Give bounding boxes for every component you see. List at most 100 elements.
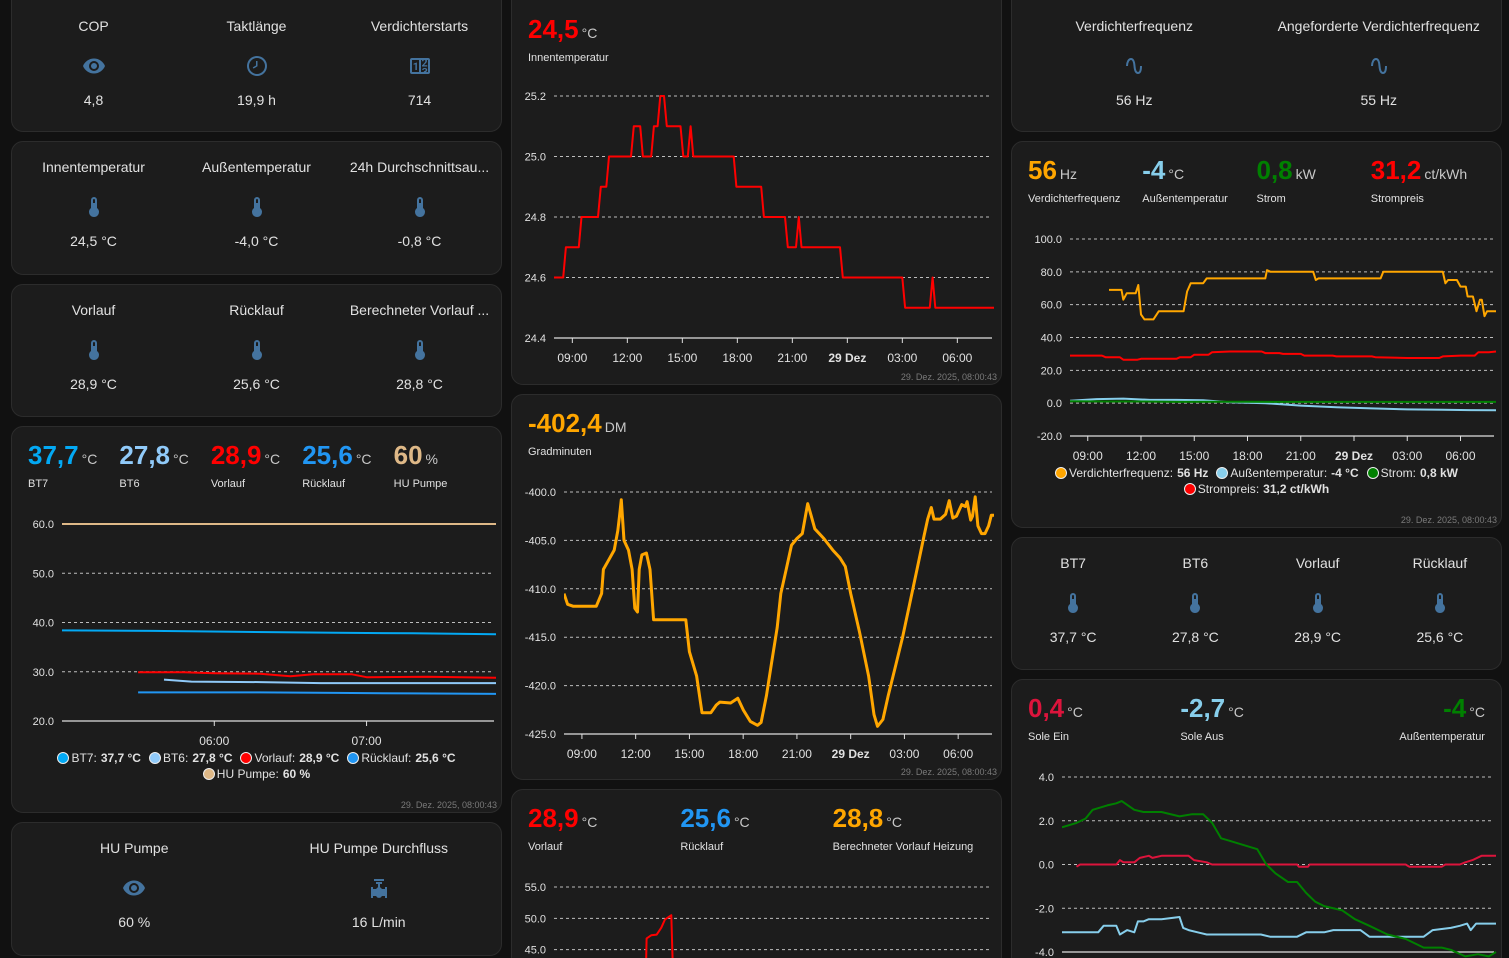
series-line-strom[interactable] bbox=[1070, 400, 1496, 403]
header-name: Strompreis bbox=[1370, 193, 1424, 205]
series-line-sole-ein[interactable] bbox=[1075, 854, 1497, 868]
header-entity-strom[interactable]: 0,8 kW Strom bbox=[1257, 154, 1371, 205]
series-line-innentemperatur[interactable] bbox=[554, 95, 994, 309]
legend-name: Strompreis bbox=[1197, 482, 1256, 496]
header-entity-bt7[interactable]: 37,7 °C BT7 bbox=[28, 439, 119, 490]
y-tick-label: -405.0 bbox=[525, 535, 556, 547]
glance-item-ruecklauf[interactable]: Rücklauf 25,6 °C bbox=[1379, 554, 1501, 645]
glance-item-verdichterfrequenz[interactable]: Verdichterfrequenz 56 Hz bbox=[1012, 17, 1257, 108]
series-line-vorlauf[interactable] bbox=[138, 671, 497, 679]
series-line-verdichterfrequenz[interactable] bbox=[1109, 269, 1496, 321]
y-tick-label: 50.0 bbox=[525, 913, 546, 925]
series-line-bt6[interactable] bbox=[163, 678, 496, 685]
y-tick-label: 0.0 bbox=[1039, 860, 1054, 872]
header-entity-hu-pumpe[interactable]: 60% HU Pumpe bbox=[394, 439, 485, 490]
glance-item-vorlauf[interactable]: Vorlauf 28,9 °C bbox=[12, 301, 175, 392]
legend-item-bt7[interactable]: BT7:37,7 °C bbox=[57, 751, 141, 765]
x-tick-label: 15:00 bbox=[1179, 449, 1209, 463]
legend-separator: : bbox=[408, 751, 412, 765]
legend-item-strom[interactable]: Strom:0,8 kW bbox=[1366, 466, 1458, 480]
header-value-number: 24,5 bbox=[528, 14, 579, 44]
series-line-bt7[interactable] bbox=[62, 629, 497, 636]
x-tick-label: 06:00 bbox=[942, 351, 972, 365]
glance-item-ruecklauf[interactable]: Rücklauf 25,6 °C bbox=[175, 301, 338, 392]
series-line-vorlauf[interactable] bbox=[645, 914, 674, 958]
x-tick-label: 21:00 bbox=[777, 351, 807, 365]
glance-row: Vorlauf 28,9 °C Rücklauf 25,6 °C Berechn… bbox=[12, 285, 501, 392]
header-entity-aussentemperatur[interactable]: -4 °C Außentemperatur bbox=[1142, 154, 1256, 205]
legend-item-ruecklauf[interactable]: Rücklauf:25,6 °C bbox=[347, 751, 456, 765]
chart-legend: BT7:37,7 °C BT6:27,8 °C Vorlauf:28,9 °C Rüc… bbox=[12, 751, 501, 781]
header-entity-vorlauf[interactable]: 28,9 °C Vorlauf bbox=[528, 802, 680, 853]
degree-minutes-card: -402,4 DM Gradminuten -425.0 -420.0 -415.0 -41… bbox=[511, 394, 1002, 780]
glance-item-taktlaenge[interactable]: Taktlänge 19,9 h bbox=[175, 17, 338, 108]
header-value-number: 56 bbox=[1028, 155, 1057, 185]
series-line-gradminuten[interactable] bbox=[564, 495, 994, 728]
legend-separator: : bbox=[291, 751, 296, 765]
glance-item-state: 25,6 °C bbox=[1416, 629, 1464, 645]
header-value-unit: °C bbox=[581, 814, 598, 830]
glance-item-bt6[interactable]: BT6 27,8 °C bbox=[1134, 554, 1256, 645]
glance-item-aussentemperatur[interactable]: Außentemperatur -4,0 °C bbox=[175, 158, 338, 249]
header-entity-bt6[interactable]: 27,8 °C BT6 bbox=[119, 439, 210, 490]
header-value-unit: °C bbox=[1168, 166, 1185, 182]
glance-item-state: 56 Hz bbox=[1115, 92, 1153, 108]
legend-item-vorlauf[interactable]: Vorlauf:28,9 °C bbox=[240, 751, 339, 765]
legend-item-hu-pumpe[interactable]: HU Pumpe:60 % bbox=[202, 767, 310, 781]
sine-wave-icon bbox=[1012, 54, 1257, 78]
thermometer-icon bbox=[1134, 591, 1256, 615]
glance-item-angeforderte-verdichterfrequenz[interactable]: Angeforderte Verdichterfrequenz 55 Hz bbox=[1257, 17, 1502, 108]
glance-item-berechneter-vorlauf[interactable]: Berechneter Vorlauf ... 28,8 °C bbox=[338, 301, 501, 392]
y-tick-label: 30.0 bbox=[33, 667, 54, 679]
header-entity-berechneter-vorlauf-heizung[interactable]: 28,8 °C Berechneter Vorlauf Heizung bbox=[833, 802, 985, 853]
glance-item-innentemperatur[interactable]: Innentemperatur 24,5 °C bbox=[12, 158, 175, 249]
series-line-aussentemperatur[interactable] bbox=[1062, 800, 1497, 958]
header-entity-sole-aus[interactable]: -2,7 °C Sole Aus bbox=[1180, 692, 1332, 743]
y-tick-label: 25.2 bbox=[525, 91, 546, 103]
legend-item-verdichterfrequenz[interactable]: Verdichterfrequenz:56 Hz bbox=[1054, 466, 1208, 480]
series-line-aussentemperatur[interactable] bbox=[1070, 397, 1497, 412]
legend-item-aussentemperatur[interactable]: Außentemperatur: -4 °C bbox=[1216, 466, 1359, 480]
header-entity-strompreis[interactable]: 31,2 ct/kWh Strompreis bbox=[1371, 154, 1485, 205]
legend-separator: : bbox=[93, 751, 97, 765]
series-line-ruecklauf[interactable] bbox=[138, 691, 497, 695]
legend-item-strompreis[interactable]: Strompreis:31,2 ct/kWh bbox=[1183, 482, 1329, 496]
glance-item-hu-pumpe[interactable]: HU Pumpe 60 % bbox=[12, 839, 257, 930]
header-entity-aussentemperatur[interactable]: -4 °C Außentemperatur bbox=[1333, 692, 1485, 743]
header-value: -4 °C bbox=[1142, 154, 1256, 190]
header-entity-innentemperatur[interactable]: 24,5 °C Innentemperatur bbox=[528, 13, 985, 64]
glance-item-state: 28,9 °C bbox=[1294, 629, 1342, 645]
header-value-number: 28,9 bbox=[210, 440, 262, 470]
legend-color-swatch bbox=[347, 752, 360, 764]
series-line-sole-aus[interactable] bbox=[1062, 916, 1496, 938]
header-entity-vorlauf[interactable]: 28,9 °C Vorlauf bbox=[211, 439, 302, 490]
x-tick-label: 21:00 bbox=[782, 747, 812, 761]
header-value: 0,8 kW bbox=[1257, 154, 1371, 190]
glance-item-bt7[interactable]: BT7 37,7 °C bbox=[1012, 554, 1134, 645]
chart-header: 56 Hz Verdichterfrequenz -4 °C Außentemperatu… bbox=[1012, 142, 1501, 205]
glance-row: HU Pumpe 60 % HU Pumpe Durchfluss 16 L/m… bbox=[12, 823, 501, 930]
header-name: HU Pumpe bbox=[393, 478, 448, 490]
legend-item-bt6[interactable]: BT6:27,8 °C bbox=[148, 751, 232, 765]
header-name: Gradminuten bbox=[528, 446, 592, 458]
glance-item-cop[interactable]: COP 4,8 bbox=[12, 17, 175, 108]
glance-item-name: Verdichterfrequenz bbox=[1075, 18, 1194, 34]
glance-item-verdichterstarts[interactable]: Verdichterstarts 714 bbox=[338, 17, 501, 108]
y-tick-label: -20.0 bbox=[1037, 431, 1062, 443]
y-tick-label: -410.0 bbox=[525, 584, 556, 596]
header-entity-gradminuten[interactable]: -402,4 DM Gradminuten bbox=[528, 407, 985, 458]
header-value-unit: kW bbox=[1295, 166, 1316, 182]
chart-header: 24,5 °C Innentemperatur bbox=[512, 0, 1001, 64]
legend-separator: : bbox=[275, 767, 279, 781]
header-entity-ruecklauf[interactable]: 25,6 °C Rücklauf bbox=[680, 802, 832, 853]
last-updated-timestamp: 29. Dez. 2025, 08:00:43 bbox=[1400, 515, 1497, 525]
glance-item-vorlauf[interactable]: Vorlauf 28,9 °C bbox=[1257, 554, 1379, 645]
series-line-strompreis[interactable] bbox=[1070, 350, 1497, 361]
glance-item-24h-durchschnitt[interactable]: 24h Durchschnittsau... -0,8 °C bbox=[338, 158, 501, 249]
header-entity-ruecklauf[interactable]: 25,6 °C Rücklauf bbox=[302, 439, 393, 490]
header-entity-sole-ein[interactable]: 0,4 °C Sole Ein bbox=[1028, 692, 1180, 743]
legend-color-swatch bbox=[1183, 483, 1196, 495]
glance-item-hu-pumpe-durchfluss[interactable]: HU Pumpe Durchfluss 16 L/min bbox=[257, 839, 502, 930]
header-name: BT7 bbox=[28, 478, 49, 490]
header-entity-verdichterfrequenz[interactable]: 56 Hz Verdichterfrequenz bbox=[1028, 154, 1142, 205]
